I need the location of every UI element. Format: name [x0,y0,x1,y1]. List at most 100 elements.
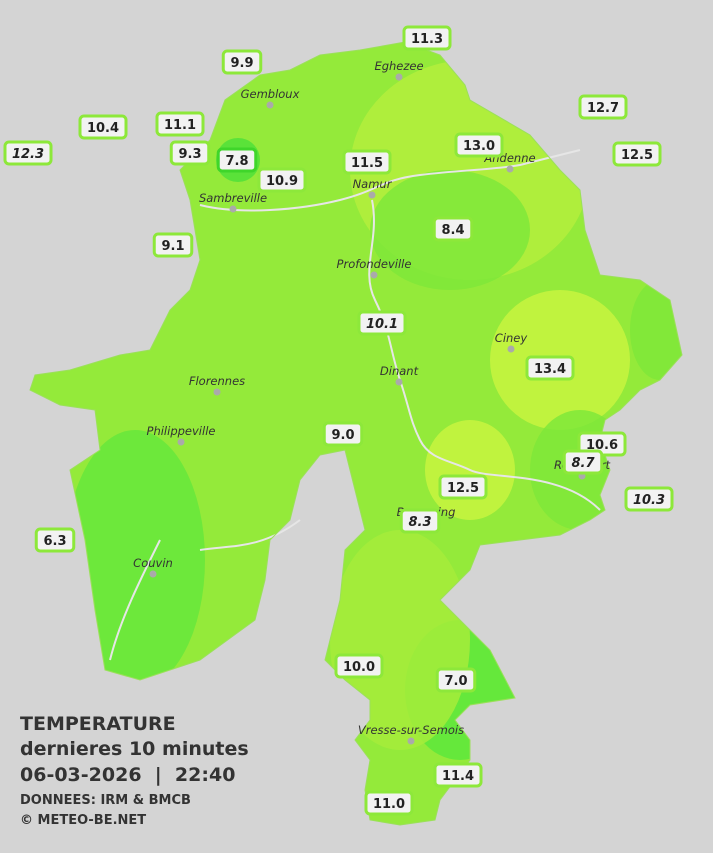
station-value: 10.4 [87,121,119,136]
station-box [34,527,76,553]
station: 8.4 [432,216,474,242]
station: 8.3 [399,508,441,534]
station: 13.0 [454,132,504,158]
station-value: 9.1 [161,239,184,254]
station-value: 9.3 [178,147,201,162]
station-box [155,111,205,137]
station-box [612,141,662,167]
station-value: 10.6 [586,438,618,453]
town-dot [149,570,157,578]
station: 13.4 [525,355,575,381]
station-box [432,216,474,242]
town-dot [395,378,403,386]
station-value: 13.4 [534,362,566,377]
caption-source: DONNEES: IRM & BMCB [20,793,191,808]
caption-copyright: © METEO-BE.NET [20,813,146,828]
station-value: 12.3 [12,147,44,162]
station: 9.1 [152,232,194,258]
town-dot [368,191,376,199]
station-box [342,149,392,175]
station: 9.3 [169,140,211,166]
station: 12.7 [578,94,628,120]
station: 11.5 [342,149,392,175]
station-value: 8.4 [441,223,464,238]
station-value: 11.3 [411,32,443,47]
caption-title: TEMPERATURE [20,713,176,735]
caption-datetime: 06-03-2026 | 22:40 [20,764,235,786]
station-box [152,232,194,258]
station-value: 11.0 [373,797,405,812]
station: 9.9 [221,49,263,75]
station-value: 11.5 [351,156,383,171]
station-value: 10.3 [633,493,665,508]
station: 11.0 [364,790,414,816]
station: 10.4 [78,114,128,140]
station-value: 11.1 [164,118,196,133]
station-value: 8.7 [571,456,595,471]
river [109,519,301,661]
station: 12.5 [438,474,488,500]
station-box [402,25,452,51]
town-label: Vresse-sur-Semois [358,723,464,737]
station-value: 8.3 [408,515,431,530]
river [368,199,601,511]
province-border [29,41,683,826]
station-box [562,449,604,475]
station-value: 12.5 [447,481,479,496]
town-label: Gembloux [241,87,300,101]
town-dot [213,388,221,396]
station-box [364,790,414,816]
station-box [357,310,407,336]
station-value: 7.0 [444,674,467,689]
towns: EghezeeGemblouxAndenneNamurSambrevillePr… [133,59,611,745]
station-box [433,762,483,788]
station: 10.3 [624,486,674,512]
station-box [438,474,488,500]
town-dot [507,345,515,353]
caption: TEMPERATURE dernieres 10 minutes 06-03-2… [20,713,249,828]
river [199,149,581,212]
station: 12.3 [3,140,53,166]
station: 11.3 [402,25,452,51]
town-label: Dinant [380,364,419,378]
zone [65,430,205,690]
station-box [216,147,258,173]
station: 9.0 [322,421,364,447]
station-box [578,94,628,120]
station: 10.0 [334,653,384,679]
town-label: Philippeville [147,424,216,438]
town-label: Namur [353,177,393,191]
station: 7.8 [216,147,258,173]
station-box [78,114,128,140]
station-value: 12.5 [621,148,653,163]
station-box [221,49,263,75]
zone [330,530,470,750]
station-box [454,132,504,158]
station-box [435,667,477,693]
station-box [322,421,364,447]
stations: 11.3 9.9 12.7 10.4 11.1 12.3 9.3 7.8 13.0 12.5 11.… [3,25,674,816]
station-value: 10.1 [366,317,398,332]
station-box [257,167,307,193]
station-value: 9.0 [331,428,354,443]
town-label: Eghezee [374,59,423,73]
town-dot [506,165,514,173]
town-label: Profondeville [337,257,412,271]
town-label: Couvin [133,556,173,570]
station: 10.1 [357,310,407,336]
station: 11.4 [433,762,483,788]
station: 7.0 [435,667,477,693]
station-value: 12.7 [587,101,619,116]
station-box [169,140,211,166]
station: 10.9 [257,167,307,193]
town-label: Sambreville [199,191,267,205]
station-box [624,486,674,512]
town-label: Florennes [189,374,245,388]
station-value: 11.4 [442,769,474,784]
town-dot [177,438,185,446]
station-box [3,140,53,166]
station-value: 7.8 [225,154,248,169]
station: 8.7 [562,449,604,475]
